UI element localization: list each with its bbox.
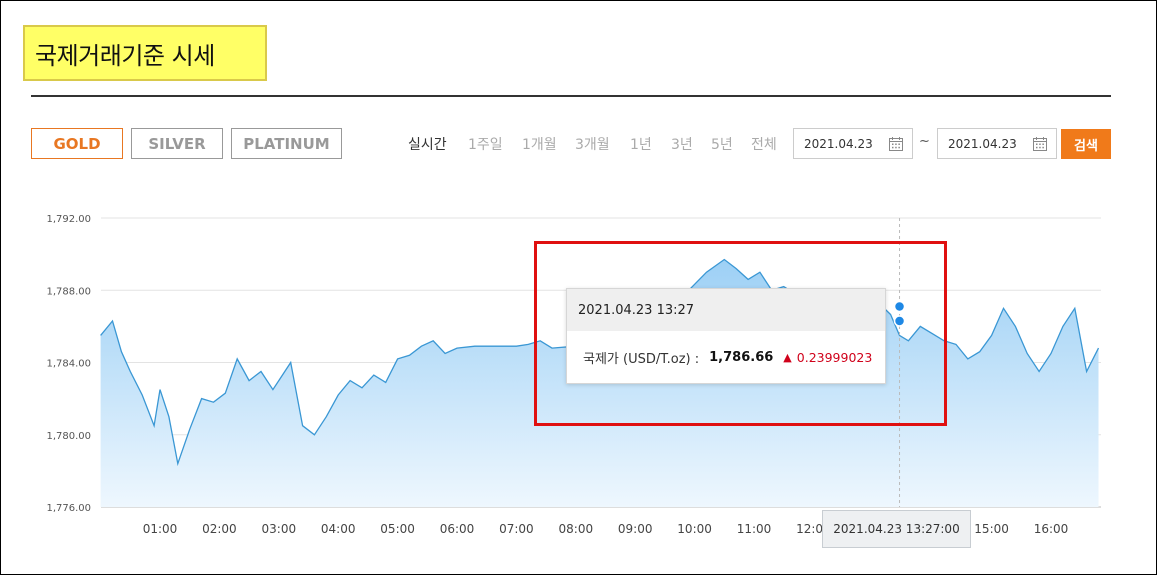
period-tab-1year[interactable]: 1년 [630,137,652,153]
x-tick-label: 11:00 [737,522,772,536]
period-tab-all[interactable]: 전체 [751,137,777,153]
calendar-icon[interactable] [888,136,904,152]
period-tab-3year[interactable]: 3년 [671,137,693,153]
x-tick-label: 03:00 [262,522,297,536]
period-tab-3month[interactable]: 3개월 [575,137,610,153]
x-tick-label: 15:00 [974,522,1009,536]
date-separator: ~ [919,134,930,149]
search-button[interactable]: 검색 [1061,129,1111,159]
page-title-text: 국제거래기준 시세 [35,41,215,70]
metal-tab-silver[interactable]: SILVER [131,128,223,159]
x-tick-label: 04:00 [321,522,356,536]
date-from-value: 2021.04.23 [804,136,873,151]
x-tick-label: 01:00 [143,522,178,536]
tooltip-time: 2021.04.23 13:27 [567,289,885,331]
page-title: 국제거래기준 시세 [23,25,267,81]
date-from-input[interactable]: 2021.04.23 [793,128,913,159]
y-tick-label: 1,788.00 [46,286,91,297]
period-tab-1week[interactable]: 1주일 [468,137,503,153]
y-tick-label: 1,784.00 [46,359,91,370]
up-arrow-icon: ▲ [783,350,792,364]
period-tab-5year[interactable]: 5년 [711,137,733,153]
x-tick-label: 10:00 [677,522,712,536]
tooltip-body: 국제가 (USD/T.oz) : 1,786.66 ▲ 0.23999023 [567,331,885,383]
calendar-icon[interactable] [1032,136,1048,152]
tooltip-change: 0.23999023 [796,349,873,365]
chart-tooltip: 2021.04.23 13:27 국제가 (USD/T.oz) : 1,786.… [566,288,886,384]
x-tick-label: 09:00 [618,522,653,536]
series-point-marker [893,300,906,313]
x-tick-label: 06:00 [440,522,475,536]
x-tick-label: 02:00 [202,522,237,536]
date-to-value: 2021.04.23 [948,136,1017,151]
period-tab-1month[interactable]: 1개월 [522,137,557,153]
metal-tab-gold[interactable]: GOLD [31,128,123,159]
y-tick-label: 1,776.00 [46,503,91,514]
x-tick-label: 16:00 [1034,522,1069,536]
x-tick-label: 05:00 [380,522,415,536]
x-tick-label: 07:00 [499,522,534,536]
period-tab-realtime[interactable]: 실시간 [408,137,447,153]
x-tick-label: 08:00 [559,522,594,536]
y-tick-label: 1,792.00 [46,214,91,225]
highlight-box [534,241,947,426]
crosshair-time-label: 2021.04.23 13:27:00 [822,510,971,548]
metal-tab-platinum[interactable]: PLATINUM [231,128,342,159]
date-to-input[interactable]: 2021.04.23 [937,128,1057,159]
title-divider [31,95,1111,97]
tooltip-value: 1,786.66 [709,349,774,365]
series-point-marker [893,315,906,327]
y-tick-label: 1,780.00 [46,431,91,442]
tooltip-label: 국제가 (USD/T.oz) : [583,351,700,367]
